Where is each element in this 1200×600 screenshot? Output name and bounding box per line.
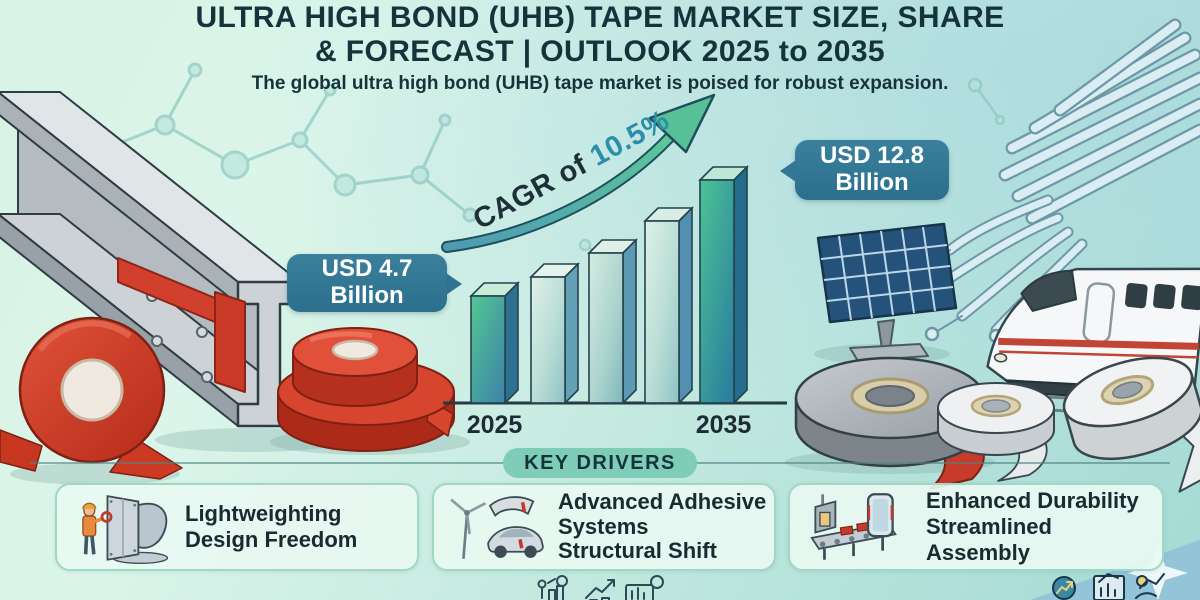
driver-line: Advanced Adhesive Systems: [558, 489, 767, 539]
end-value-line2: Billion: [835, 169, 909, 196]
end-value-callout: USD 12.8 Billion: [780, 140, 949, 200]
page-title-line1: ULTRA HIGH BOND (UHB) TAPE MARKET SIZE, …: [195, 1, 1005, 34]
start-value-line2: Billion: [330, 282, 404, 309]
driver-line: Streamlined Assembly: [926, 514, 1052, 565]
white-tape-roll: [937, 382, 1055, 482]
page-title-line2: & FORECAST | OUTLOOK 2025 to 2035: [314, 34, 886, 68]
red-tape-roll: [0, 316, 183, 485]
worker-bonding-panel-icon: [82, 495, 169, 565]
driver-line: Design Freedom: [185, 527, 358, 552]
driver-card-text: Advanced Adhesive Systems Structural Shi…: [558, 489, 783, 564]
start-value-line1: USD 4.7: [321, 255, 413, 283]
sparkle-icon: [1128, 544, 1188, 600]
start-value-callout: USD 4.7 Billion: [287, 254, 462, 312]
solar-panel-icon: [814, 222, 958, 364]
wind-turbine-and-car-icon: [450, 496, 544, 559]
driver-card-durability: Enhanced Durability Streamlined Assembly: [788, 483, 1164, 571]
steel-i-beam-with-red-tape: [0, 91, 345, 452]
white-tape-roll-unwound: [1062, 356, 1200, 493]
key-drivers-heading: KEY DRIVERS: [503, 448, 697, 478]
driver-card-adhesive-systems: Advanced Adhesive Systems Structural Shi…: [432, 483, 776, 571]
driver-line: Enhanced Durability: [926, 488, 1139, 514]
header: ULTRA HIGH BOND (UHB) TAPE MARKET SIZE, …: [0, 2, 1200, 95]
driver-card-text: Enhanced Durability Streamlined Assembly: [926, 488, 1152, 566]
assembly-line-and-phone-icon: [810, 493, 897, 560]
driver-card-text: Lightweighting Design Freedom: [185, 501, 357, 553]
page-subtitle: The global ultra high bond (UHB) tape ma…: [251, 72, 949, 94]
driver-line: Lightweighting: [185, 501, 342, 527]
driver-card-lightweighting: Lightweighting Design Freedom: [55, 483, 419, 571]
driver-line: Structural Shift: [558, 538, 717, 564]
red-tape-roll-stack: [270, 327, 470, 455]
end-value-line1: USD 12.8: [819, 142, 925, 170]
